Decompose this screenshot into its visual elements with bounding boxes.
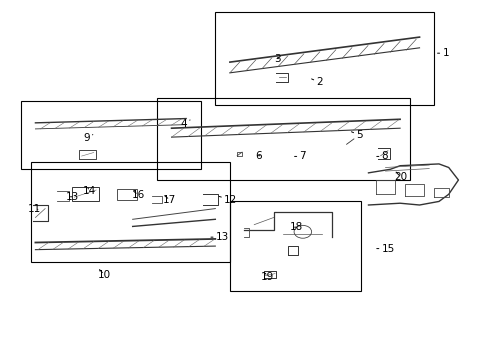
Bar: [30, 162, 229, 262]
Text: 18: 18: [289, 222, 303, 232]
Text: 13: 13: [65, 192, 79, 202]
Bar: [21, 102, 201, 169]
Text: 10: 10: [98, 270, 111, 280]
Text: 12: 12: [219, 195, 237, 205]
Text: 15: 15: [376, 244, 394, 253]
Text: 7: 7: [294, 152, 305, 161]
Text: 8: 8: [376, 152, 387, 161]
Bar: [117, 189, 136, 200]
Text: 17: 17: [163, 195, 176, 205]
Text: 9: 9: [83, 133, 93, 143]
Bar: [72, 187, 99, 202]
Text: 2: 2: [311, 77, 323, 87]
Bar: [157, 98, 409, 180]
Text: 16: 16: [131, 190, 144, 200]
Text: 6: 6: [255, 151, 261, 161]
Bar: [229, 202, 361, 291]
Text: 5: 5: [351, 130, 362, 140]
Text: 11: 11: [28, 204, 41, 214]
Text: 19: 19: [260, 272, 273, 282]
Text: 4: 4: [180, 118, 190, 129]
Bar: [215, 12, 433, 105]
Text: 20: 20: [393, 172, 407, 182]
Text: 14: 14: [83, 186, 96, 197]
Text: 13: 13: [210, 232, 228, 242]
Text: 1: 1: [437, 48, 448, 58]
Text: 3: 3: [273, 54, 280, 64]
